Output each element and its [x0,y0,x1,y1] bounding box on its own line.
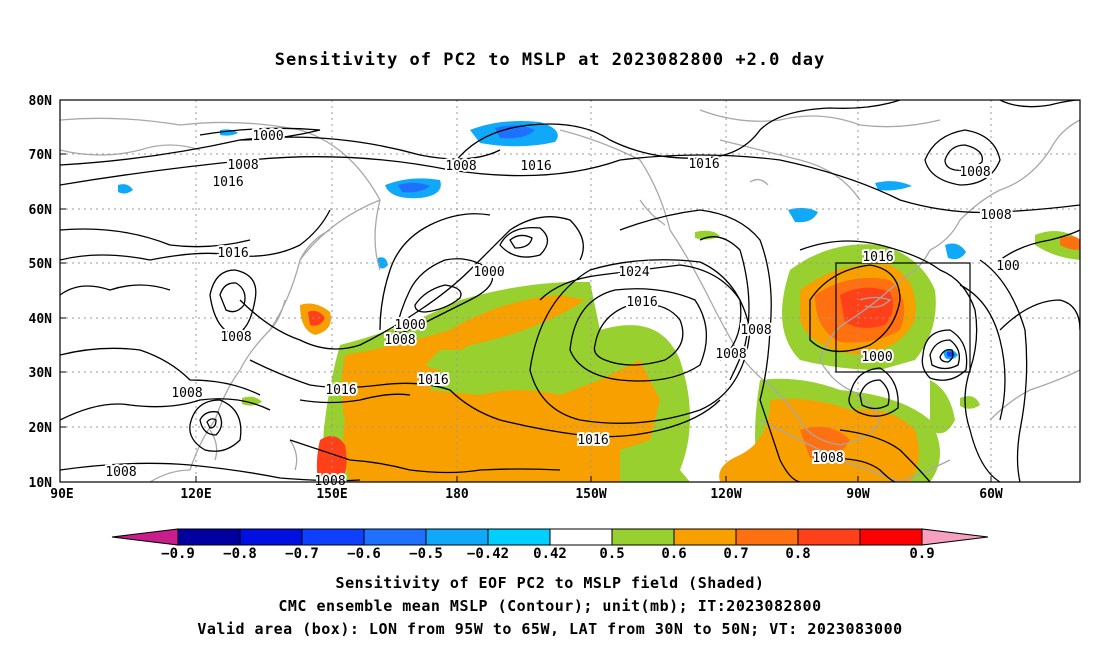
colorbar-label: 0.5 [599,546,624,562]
contour-label: 1008 [105,465,136,480]
caption-valid-area: Valid area (box): LON from 95W to 65W, L… [197,620,903,638]
colorbar-label: 0.9 [909,546,934,562]
negative-sensitivity-shading [118,121,966,360]
lat-label-80n: 80N [29,94,53,109]
colorbar-label: 0.8 [785,546,810,562]
contour-label: 1008 [715,347,746,362]
valid-area-box [835,262,971,373]
lon-label-120w: 120W [710,487,741,502]
lat-lon-grid [60,100,1080,482]
lat-label-70n: 70N [29,148,53,163]
coastlines [60,109,1080,482]
contour-label: 1016 [626,295,657,310]
colorbar-cell [611,528,675,546]
colorbar-cell [549,528,613,546]
contour-label: 1024 [618,265,649,280]
contour-label: 1016 [688,157,719,172]
contour-label: 1008 [812,451,843,466]
mslp-contours [60,100,1080,482]
colorbar-label: −0.42 [467,546,509,562]
map-plot-area [60,100,1080,482]
colorbar-label: 0.42 [533,546,567,562]
contour-label: 1016 [520,159,551,174]
contour-label: 1008 [959,165,990,180]
lon-label-90e: 90E [50,487,73,502]
colorbar-label: −0.9 [161,546,195,562]
contour-label: 1008 [314,474,345,489]
caption-shaded: Sensitivity of EOF PC2 to MSLP field (Sh… [335,574,765,592]
lon-label-60w: 60W [979,487,1003,502]
colorbar-label: −0.8 [223,546,257,562]
caption-contour: CMC ensemble mean MSLP (Contour); unit(m… [278,597,822,615]
contour-label: 1008 [171,386,202,401]
colorbar-label: 0.6 [661,546,686,562]
colorbar-cell [797,528,861,546]
contour-label: 1000 [394,318,425,333]
lat-label-50n: 50N [29,257,53,272]
lon-axis-labels: 90E 120E 150E 180 150W 120W 90W 60W [50,487,1003,502]
lat-label-40n: 40N [29,312,53,327]
lon-label-90w: 90W [846,487,870,502]
lat-axis-labels: 80N 70N 60N 50N 40N 30N 20N 10N [29,94,53,491]
lon-label-150w: 150W [575,487,606,502]
colorbar-cell [673,528,737,546]
contour-label: 1000 [861,350,892,365]
colorbar-cell [239,528,303,546]
colorbar-low-end [111,528,179,546]
lat-label-20n: 20N [29,421,53,436]
contour-label-group: 1000100810161016100810081008101610081008… [103,127,1021,491]
lat-label-10n: 10N [29,476,53,491]
contour-label: 1016 [325,383,356,398]
contour-label: 1008 [220,330,251,345]
contour-label: 1016 [577,433,608,448]
colorbar-label: −0.7 [285,546,319,562]
contour-label: 1008 [227,158,258,173]
lat-label-30n: 30N [29,366,53,381]
lat-label-60n: 60N [29,203,53,218]
lon-label-180: 180 [445,487,469,502]
contour-label: 1016 [862,250,893,265]
colorbar-labels: −0.9 −0.8 −0.7 −0.6 −0.5 −0.42 0.42 0.5 0.6 0.7 0.… [161,546,935,562]
colorbar-cell [859,528,923,546]
colorbar-label: −0.5 [409,546,443,562]
colorbar-cell [487,528,551,546]
contour-label: 1016 [217,246,248,261]
contour-label: 1016 [212,175,243,190]
colorbar-cell [363,528,427,546]
colorbar-label: 0.7 [723,546,748,562]
lat-ticks [60,99,66,483]
colorbar-cell [735,528,799,546]
lon-label-120e: 120E [180,487,211,502]
map-title: Sensitivity of PC2 to MSLP at 2023082800… [274,50,826,70]
positive-sensitivity-shading [242,230,1080,482]
colorbar-cell [301,528,365,546]
contour-label: 1008 [740,323,771,338]
lon-label-150e: 150E [316,487,347,502]
contour-label: 1008 [980,208,1011,223]
map-frame [59,99,1081,483]
contour-label: 1000 [252,129,283,144]
colorbar: −0.9 −0.8 −0.7 −0.6 −0.5 −0.42 0.42 0.5 0.6 0.7 0.… [111,528,989,562]
contour-label: 1008 [445,159,476,174]
contour-label: 1016 [417,373,448,388]
colorbar-cell [177,528,241,546]
lon-ticks [195,476,992,482]
contour-label: 100 [996,259,1019,274]
colorbar-high-end [921,528,989,546]
contour-label: 1008 [384,333,415,348]
colorbar-label: −0.6 [347,546,381,562]
contour-label: 1000 [473,265,504,280]
colorbar-cell [425,528,489,546]
colorbar-cells [177,528,923,546]
